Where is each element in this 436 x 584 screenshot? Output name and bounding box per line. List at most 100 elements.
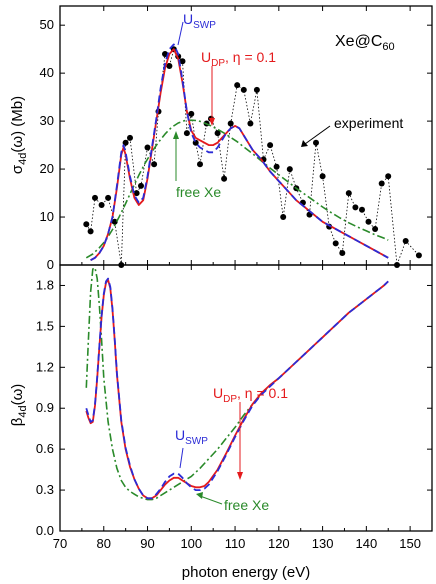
asymmetry-panel: 70 80 90 100 110 120 130 140 150 0.0 0.3 0.6 0.9 1.2 1… [9, 264, 433, 581]
bottom-y-tick-label: 0.3 [36, 482, 54, 497]
experiment-point [105, 194, 112, 201]
experiment-point [221, 175, 228, 182]
experiment-point [188, 110, 195, 117]
top-y-axis-label: σ4d(ω) (Mb) [9, 96, 29, 174]
bottom-uswp-pointer [179, 447, 184, 469]
top-y-tick-label: 30 [40, 113, 54, 128]
experiment-arrowhead [301, 140, 308, 147]
experiment-point [83, 221, 90, 228]
bottom-y-tick-label: 1.5 [36, 318, 54, 333]
top-uswp-pointer [177, 21, 184, 46]
bottom-free-xe-label: free Xe [224, 497, 269, 513]
top-free-xeseries-line [85, 119, 389, 259]
x-tick-label: 150 [399, 536, 421, 551]
bottom-y-axis-label-main: β [9, 417, 26, 426]
experiment-point [402, 238, 409, 244]
experiment-point [87, 228, 94, 235]
experiment-point [92, 194, 98, 201]
bottom-y-tick-label: 0.0 [36, 523, 54, 538]
top-udp-rest: , η = 0.1 [225, 49, 276, 65]
experiment-point [345, 190, 352, 197]
x-tick-label: 140 [356, 536, 378, 551]
bottom-u-swpseries-line [85, 277, 389, 500]
bottom-free-xe-pointer [199, 495, 223, 505]
bottom-panel-series [85, 266, 389, 501]
experiment-point [197, 161, 203, 168]
top-y-tick-label: 10 [40, 209, 54, 224]
bottom-free-xeseries-line [85, 266, 389, 501]
top-udp-label: UDP, η = 0.1 [201, 49, 276, 69]
experiment-point [162, 51, 168, 57]
top-panel-series [83, 43, 422, 268]
top-free-xe-arrowhead [173, 131, 179, 139]
top-y-axis-label-rest: (ω) (Mb) [9, 96, 26, 153]
experiment-point [144, 144, 151, 151]
top-y-axis-label-sub: 4d [17, 153, 29, 165]
bottom-udp-arrowhead [237, 472, 243, 480]
experiment-label: experiment [334, 115, 403, 131]
system-label-sub: 60 [382, 41, 394, 53]
bottom-uswp-label: USWP [175, 427, 208, 447]
experiment-point [227, 120, 234, 127]
experiment-point [385, 173, 392, 180]
top-y-tick-label: 50 [40, 17, 54, 32]
experiment-point [372, 226, 379, 232]
experiment-point [267, 142, 274, 149]
bottom-uswp-sub: SWP [185, 436, 208, 447]
experiment-point [133, 190, 140, 197]
experiment-point [247, 120, 254, 127]
top-y-tick-label: 20 [40, 161, 54, 176]
bottom-panel-ticks: 70 80 90 100 110 120 130 140 150 0.0 0.3 0.6 0.9 1.2 1… [36, 265, 432, 551]
experiment-point [179, 58, 186, 65]
experiment-point [127, 134, 133, 141]
top-udp-arrowhead [209, 118, 215, 126]
experiment-point [151, 161, 158, 168]
top-y-axis-label-main: σ [9, 164, 26, 174]
top-panel-ticks: 0 10 20 30 40 50 [40, 6, 432, 272]
top-udp-sub: DP [211, 58, 225, 69]
top-uswp-sub: SWP [193, 20, 216, 31]
bottom-y-axis-label: β4d(ω) [9, 384, 29, 427]
system-label: Xe@C60 [335, 33, 395, 53]
bottom-free-xe-arrowhead [196, 492, 203, 499]
bottom-udp-label: UDP, η = 0.1 [213, 385, 288, 405]
bottom-y-tick-label: 1.8 [36, 277, 54, 292]
experiment-point [111, 218, 118, 225]
experiment-point [359, 206, 365, 213]
bottom-udp-rest: , η = 0.1 [237, 385, 288, 401]
experiment-point [138, 182, 144, 189]
experiment-point [339, 250, 346, 256]
experiment-point [286, 166, 293, 173]
top-uswp-main: U [183, 11, 193, 27]
top-y-tick-label: 0 [47, 257, 54, 272]
top-y-tick-label: 40 [40, 65, 54, 80]
bottom-y-tick-label: 0.6 [36, 441, 54, 456]
x-tick-label: 110 [225, 536, 246, 551]
experiment-point [234, 82, 241, 89]
experiment-point [415, 252, 422, 259]
x-tick-label: 100 [180, 536, 202, 551]
bottom-y-tick-label: 0.9 [36, 400, 54, 415]
x-tick-label: 120 [268, 536, 290, 551]
bottom-y-axis-label-rest: (ω) [9, 384, 26, 406]
x-tick-label: 90 [140, 536, 154, 551]
experiment-point [273, 163, 280, 170]
bottom-y-tick-label: 1.2 [36, 359, 54, 374]
experiment-point [183, 130, 190, 137]
experiment-pointer [304, 125, 331, 145]
experiment-point [240, 86, 247, 93]
system-label-main: Xe@C [335, 33, 382, 50]
top-free-xe-label: free Xe [176, 184, 221, 200]
top-u-swpseries-line [90, 43, 389, 261]
experiment-point [319, 173, 326, 180]
bottom-panel-frame [59, 264, 433, 532]
top-udp-main: U [201, 49, 211, 65]
experiment-point [98, 202, 105, 208]
x-tick-label: 70 [53, 536, 67, 551]
experiment-point [122, 139, 129, 146]
experiment-point [352, 204, 359, 211]
top-uswp-label: USWP [183, 11, 216, 31]
top-u-dp-series-line [90, 48, 389, 261]
